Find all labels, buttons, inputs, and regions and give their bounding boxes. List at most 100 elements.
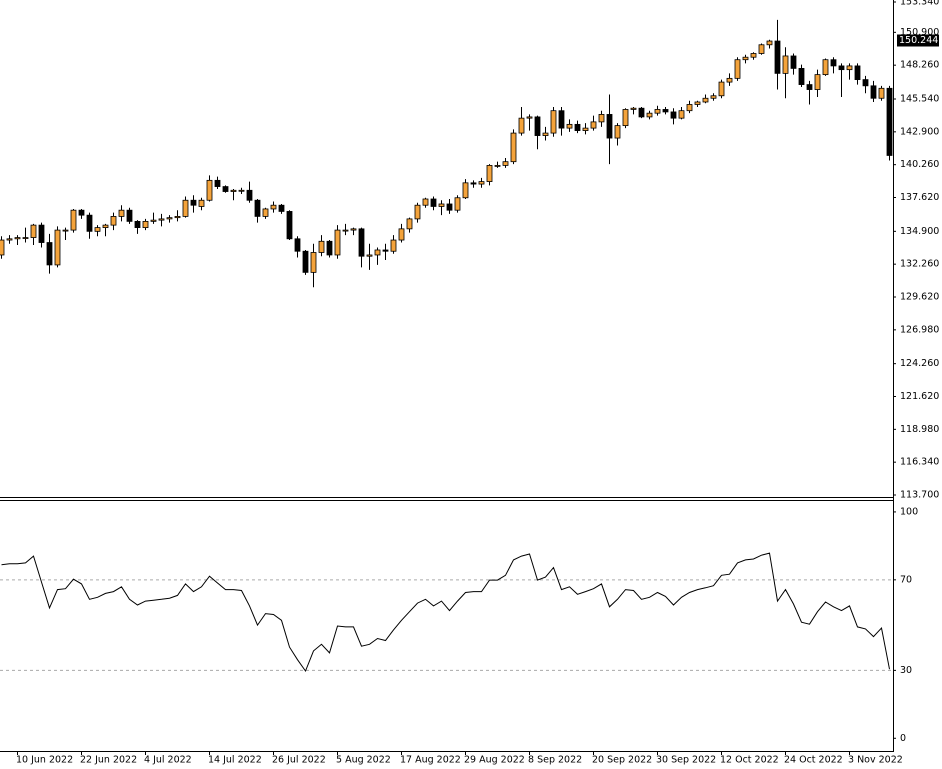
candle-body <box>502 161 509 166</box>
candle-body <box>614 125 621 139</box>
candle-body <box>782 55 789 74</box>
y-tick-label: 132.260 <box>900 259 939 270</box>
y-tick-label: 116.340 <box>900 457 939 468</box>
candle-body <box>206 179 213 201</box>
candle-body <box>278 204 285 212</box>
candle-body <box>150 219 157 222</box>
candle-body <box>478 181 485 185</box>
candle-body <box>22 237 29 239</box>
y-tick-label: 142.900 <box>900 126 939 137</box>
candle-body <box>70 209 77 231</box>
x-tick-label: 30 Sep 2022 <box>656 755 716 766</box>
candle-body <box>310 252 317 273</box>
candle-body <box>78 209 85 216</box>
candle-body <box>446 203 453 211</box>
candle-body <box>38 224 45 243</box>
y-tick-label: 30 <box>900 665 912 676</box>
y-tick-label: 129.620 <box>900 292 939 303</box>
candle-body <box>286 211 293 240</box>
y-tick-label: 0 <box>900 733 906 744</box>
candle-body <box>566 123 573 129</box>
candle-body <box>398 228 405 241</box>
candle-body <box>30 224 37 238</box>
x-tick-label: 29 Aug 2022 <box>464 755 525 766</box>
candle-body <box>854 65 861 80</box>
candle-body <box>246 189 253 201</box>
candle-body <box>126 209 133 222</box>
x-tick-label: 26 Jul 2022 <box>272 755 326 766</box>
candle-body <box>606 114 613 139</box>
y-tick-label: 126.980 <box>900 324 939 335</box>
candle-body <box>518 117 525 134</box>
candle-body <box>262 208 269 217</box>
candle-body <box>886 87 893 156</box>
candle-body <box>318 240 325 253</box>
candle-body <box>710 95 717 99</box>
candle-body <box>462 182 469 199</box>
candle-body <box>870 85 877 99</box>
x-tick-label: 4 Jul 2022 <box>144 755 192 766</box>
candle-body <box>366 254 373 257</box>
candle-body <box>662 109 669 113</box>
candle-body <box>382 249 389 252</box>
candle-body <box>814 74 821 90</box>
candle-body <box>454 197 461 211</box>
candle-body <box>862 79 869 87</box>
candle-body <box>654 109 661 114</box>
candle-body <box>294 238 301 252</box>
y-tick-label: 70 <box>900 574 912 585</box>
candle-body <box>110 216 117 226</box>
x-tick-label: 24 Oct 2022 <box>784 755 843 766</box>
candle-body <box>670 111 677 119</box>
y-tick-label: 153.340 <box>900 0 939 7</box>
candle-body <box>326 240 333 256</box>
candle-body <box>422 198 429 206</box>
candle-body <box>198 199 205 207</box>
candle-body <box>630 107 637 110</box>
candle-body <box>774 40 781 74</box>
candle-body <box>270 204 277 210</box>
candle-body <box>438 203 445 207</box>
candle-body <box>430 198 437 207</box>
candle-body <box>94 227 101 232</box>
candle-body <box>414 204 421 220</box>
last-price-box <box>897 34 939 47</box>
candle-body <box>54 229 61 266</box>
candle-body <box>830 59 837 67</box>
candle-body <box>334 229 341 256</box>
candle-body <box>102 224 109 229</box>
x-tick-label: 14 Jul 2022 <box>208 755 262 766</box>
candle-body <box>238 189 245 192</box>
x-tick-label: 22 Jun 2022 <box>80 755 137 766</box>
candle-body <box>822 59 829 76</box>
candle-body <box>726 77 733 83</box>
candle-body <box>846 65 853 71</box>
candle-body <box>878 87 885 99</box>
candle-body <box>166 217 173 220</box>
candle-body <box>790 55 797 69</box>
candle-body <box>230 189 237 192</box>
x-tick-label: 5 Aug 2022 <box>336 755 391 766</box>
candle-body <box>534 116 541 136</box>
candle-body <box>542 132 549 136</box>
candle-body <box>214 179 221 187</box>
candle-body <box>254 199 261 217</box>
candle-body <box>750 53 757 58</box>
y-tick-label: 100 <box>900 506 918 517</box>
candle-body <box>342 229 349 232</box>
x-tick-label: 12 Oct 2022 <box>720 755 779 766</box>
candle-body <box>62 229 69 232</box>
y-tick-label: 134.900 <box>900 226 939 237</box>
y-tick-label: 121.620 <box>900 391 939 402</box>
candle-body <box>766 40 773 46</box>
y-tick-label: 124.260 <box>900 358 939 369</box>
candle-body <box>638 107 645 118</box>
x-tick-label: 20 Sep 2022 <box>592 755 652 766</box>
candle-body <box>694 101 701 105</box>
candle-body <box>222 186 229 192</box>
y-tick-label: 148.260 <box>900 60 939 71</box>
candle-body <box>758 44 765 54</box>
candle-body <box>798 68 805 85</box>
candle-body <box>470 182 477 185</box>
